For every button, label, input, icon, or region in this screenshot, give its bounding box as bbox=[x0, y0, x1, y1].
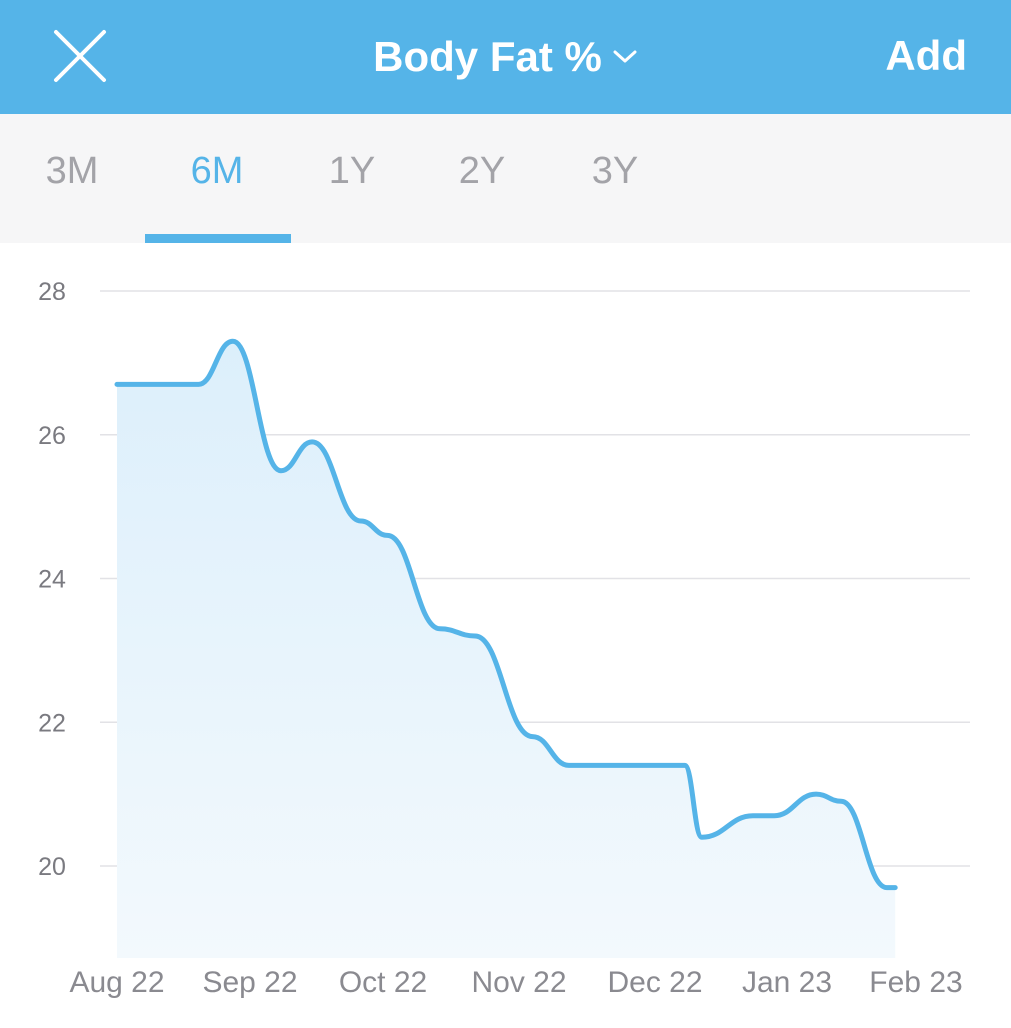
x-tick-label: Sep 22 bbox=[202, 966, 297, 999]
y-tick-label: 22 bbox=[38, 709, 66, 737]
close-icon bbox=[54, 30, 106, 82]
x-tick-label: Aug 22 bbox=[69, 966, 164, 999]
x-tick-label: Nov 22 bbox=[471, 966, 566, 999]
tab-3y[interactable]: 3Y bbox=[591, 150, 639, 192]
body-fat-chart: 20 22 24 26 28 Aug 22 Sep 22 Oct 22 Nov 22 Dec 2… bbox=[38, 278, 970, 999]
tab-underline bbox=[145, 234, 291, 243]
tab-3m[interactable]: 3M bbox=[45, 150, 99, 192]
y-tick-label: 24 bbox=[38, 566, 66, 594]
range-tabs: 3M 6M 1Y 2Y 3Y bbox=[0, 114, 1011, 243]
y-tick-label: 20 bbox=[38, 853, 66, 881]
chart-area: 20 22 24 26 28 Aug 22 Sep 22 Oct 22 Nov 22 Dec 2… bbox=[0, 243, 1011, 1023]
series-line bbox=[114, 338, 898, 891]
tab-1y[interactable]: 1Y bbox=[328, 150, 376, 192]
x-tick-label: Feb 23 bbox=[869, 966, 962, 999]
x-tick-label: Dec 22 bbox=[607, 966, 702, 999]
metric-selector[interactable]: Body Fat % bbox=[373, 33, 638, 81]
y-tick-label: 26 bbox=[38, 422, 66, 450]
tab-6m[interactable]: 6M bbox=[190, 150, 244, 192]
page-title: Body Fat % bbox=[373, 33, 602, 80]
close-button[interactable] bbox=[52, 28, 108, 84]
area-fill bbox=[117, 341, 896, 958]
y-tick-label: 28 bbox=[38, 278, 66, 306]
x-tick-label: Jan 23 bbox=[742, 966, 832, 999]
tab-2y[interactable]: 2Y bbox=[458, 150, 506, 192]
chevron-down-icon bbox=[613, 50, 637, 63]
top-bar: Body Fat % Add bbox=[0, 0, 1011, 114]
x-tick-label: Oct 22 bbox=[339, 966, 427, 999]
add-button[interactable]: Add bbox=[885, 32, 967, 79]
